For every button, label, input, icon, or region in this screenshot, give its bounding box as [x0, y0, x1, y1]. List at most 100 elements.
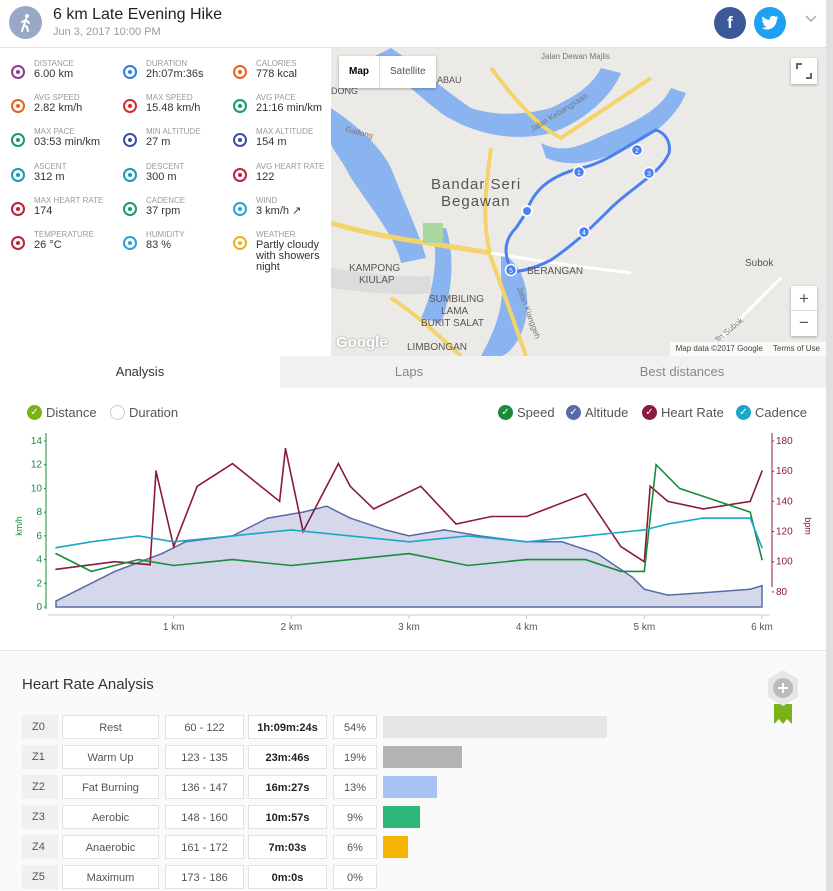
- route-marker[interactable]: [504, 263, 518, 277]
- left-tick-label: 14: [31, 436, 43, 447]
- route-marker[interactable]: [572, 165, 586, 179]
- route-map[interactable]: 1 2 3 4 5 Bandar Seri Begawan KAMPONG KIULAP…: [331, 48, 826, 356]
- cadence-line[interactable]: [55, 517, 763, 549]
- distance-toggle[interactable]: ✓ Distance: [27, 405, 97, 420]
- x-tick-label: 2 km: [280, 622, 302, 633]
- zone-bar: [383, 836, 408, 858]
- route-marker[interactable]: [630, 143, 644, 157]
- heart-rate-series-label: Heart Rate: [661, 405, 724, 420]
- heart-rate-point: [761, 470, 763, 472]
- route-marker[interactable]: [577, 225, 591, 239]
- heart-rate-point: [337, 462, 340, 465]
- check-icon: ✓: [736, 405, 751, 420]
- zone-percent: 9%: [333, 805, 377, 829]
- map-label: Bandar Seri: [431, 176, 522, 193]
- left-tick-label: 10: [31, 483, 43, 494]
- left-tick-label: 12: [31, 460, 43, 471]
- map-button[interactable]: Map: [349, 66, 369, 77]
- speed-point: [349, 558, 351, 561]
- main-road: [331, 220, 492, 256]
- terms-link[interactable]: Terms of Use: [772, 344, 820, 353]
- speed-point: [290, 564, 293, 567]
- zone-range: 161 - 172: [165, 835, 244, 859]
- route-marker[interactable]: [642, 166, 656, 180]
- analysis-tabs: Analysis Laps Best distances: [0, 356, 826, 388]
- speedometer-icon: [123, 99, 137, 113]
- facebook-share-button[interactable]: f: [714, 7, 746, 39]
- x-tick-label: 1 km: [163, 622, 185, 633]
- stat-label: Ascent: [34, 162, 67, 171]
- hiker-avatar: [9, 6, 42, 39]
- stat-value: 122: [256, 171, 275, 183]
- speed-point: [172, 564, 175, 567]
- flame-icon: [233, 65, 247, 79]
- map-canvas[interactable]: 1 2 3 4 5: [331, 48, 826, 356]
- cadence-point: [290, 529, 293, 531]
- left-tick-label: 4: [36, 555, 42, 566]
- cadence-series-toggle[interactable]: ✓ Cadence: [736, 405, 807, 420]
- page-scrollbar[interactable]: [826, 0, 833, 891]
- stat-label: Cadence: [146, 196, 186, 205]
- stat-label: Temperature: [34, 230, 94, 239]
- zoom-in-button[interactable]: +: [791, 286, 817, 311]
- chevron-down-icon[interactable]: [804, 14, 818, 24]
- heart-rate-point: [620, 545, 622, 548]
- map-label: DONG: [331, 86, 358, 96]
- zone-percent: 54%: [333, 715, 377, 739]
- zone-range: 136 - 147: [165, 775, 244, 799]
- stat-value: 2.82 km/h: [34, 102, 83, 114]
- cadence-point: [90, 540, 93, 543]
- heart-rate-point: [284, 447, 287, 450]
- satellite-button[interactable]: Satellite: [379, 56, 436, 88]
- stat-label: Avg pace: [256, 93, 296, 102]
- heart-rate-point: [584, 493, 587, 495]
- tab-laps[interactable]: Laps: [394, 364, 424, 379]
- speed-point: [749, 511, 752, 513]
- heart-rate-point: [667, 500, 669, 503]
- cadence-point: [702, 517, 704, 519]
- heart-rate-point: [349, 485, 351, 488]
- zone-percent: 19%: [333, 745, 377, 769]
- heart-rate-point: [649, 485, 652, 488]
- start-marker[interactable]: [521, 205, 533, 217]
- speed-series-toggle[interactable]: ✓ Speed: [498, 405, 555, 420]
- zoom-out-button[interactable]: −: [799, 313, 809, 332]
- speed-line[interactable]: [55, 462, 763, 573]
- heart-rate-series-toggle[interactable]: ✓ Heart Rate: [642, 405, 724, 420]
- map-data-text: Map data ©2017 Google: [675, 344, 763, 353]
- heart-rate-point: [372, 508, 375, 510]
- speed-point: [643, 570, 646, 573]
- route-marker-label: 2: [635, 148, 639, 155]
- duration-toggle[interactable]: Duration: [110, 405, 178, 420]
- tab-analysis[interactable]: Analysis: [0, 356, 280, 388]
- stat-value: 37 rpm: [146, 205, 181, 217]
- zone-range: 60 - 122: [165, 715, 244, 739]
- x-tick-label: 5 km: [633, 622, 655, 633]
- left-tick-label: 0: [36, 602, 42, 613]
- tab-best-distances[interactable]: Best distances: [639, 364, 725, 379]
- heart-rate-point: [149, 563, 151, 566]
- thermometer-icon: [11, 236, 25, 250]
- heart-rate-point: [196, 485, 198, 488]
- zone-id: Z4: [22, 835, 58, 859]
- analysis-chart[interactable]: 0 2 4 6 8 10 12 14 80 100 120 140 160 180 km/h bpm 1 km 2…: [0, 426, 826, 651]
- speed-point: [655, 463, 657, 466]
- cadence-point: [137, 535, 140, 537]
- altitude-area[interactable]: [55, 505, 763, 608]
- map-label: KAMPONG: [349, 263, 401, 274]
- right-tick-label: 160: [776, 466, 793, 477]
- altitude-series-toggle[interactable]: ✓ Altitude: [566, 405, 628, 420]
- road: [389, 296, 463, 356]
- altitude-point: [114, 570, 116, 573]
- heart-rate-point: [231, 462, 234, 465]
- speed-point: [137, 558, 140, 561]
- zone-percent: 0%: [333, 865, 377, 889]
- weather-icon: [233, 236, 247, 250]
- cadence-point: [761, 546, 763, 549]
- speed-point: [408, 552, 410, 555]
- altitude-point: [408, 535, 410, 537]
- twitter-share-button[interactable]: t: [754, 7, 786, 39]
- fullscreen-button[interactable]: [791, 58, 817, 84]
- cadence-point: [643, 529, 646, 531]
- stat-label: Duration: [146, 59, 188, 68]
